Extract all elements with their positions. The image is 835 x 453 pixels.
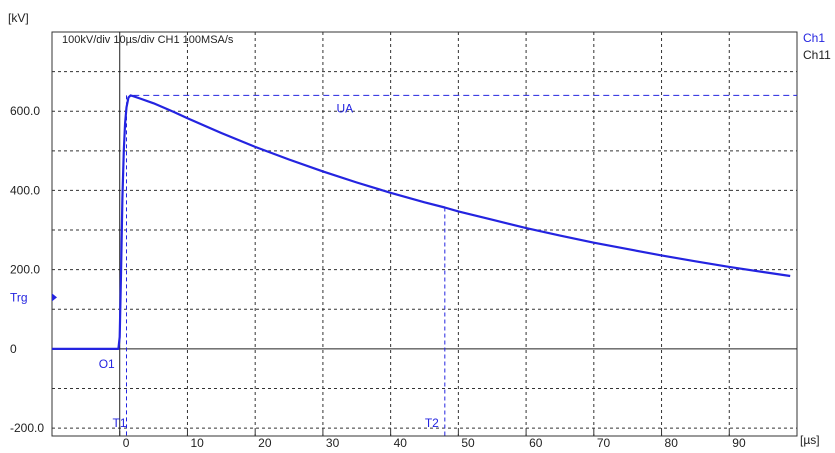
x-tick-label: 90 <box>732 436 746 450</box>
x-tick-label: 50 <box>461 436 475 450</box>
trigger-label: Trg <box>10 290 28 304</box>
y-tick-label: 600.0 <box>10 104 40 118</box>
y-tick-label: -200.0 <box>10 421 44 435</box>
legend-item-ch1[interactable]: Ch1 <box>803 31 825 45</box>
t2-label: T2 <box>425 416 439 430</box>
x-tick-label: 10 <box>190 436 204 450</box>
y-tick-label: 200.0 <box>10 263 40 277</box>
x-tick-label: 40 <box>394 436 408 450</box>
x-tick-label: 80 <box>665 436 679 450</box>
x-tick-label: 60 <box>529 436 543 450</box>
text-layer: [kV] [µs] 100kV/div 10µs/div CH1 100MSA/… <box>8 11 831 450</box>
origin-label: O1 <box>99 357 115 371</box>
legend-item-ch11[interactable]: Ch11 <box>803 48 831 62</box>
series-line-ch1 <box>52 94 791 350</box>
x-unit-label: [µs] <box>800 433 820 447</box>
y-unit-label: [kV] <box>8 11 29 25</box>
trigger-marker <box>52 293 57 302</box>
x-tick-label: 0 <box>123 436 130 450</box>
x-tick-label: 70 <box>597 436 611 450</box>
axis-layer <box>51 31 798 437</box>
y-tick-label: 0 <box>10 342 17 356</box>
series-layer <box>52 94 791 350</box>
x-tick-label: 30 <box>326 436 340 450</box>
grid-layer <box>52 32 798 436</box>
plot-frame <box>51 31 798 437</box>
y-tick-label: 400.0 <box>10 183 40 197</box>
x-tick-label: 20 <box>258 436 272 450</box>
peak-label: UA <box>336 101 353 115</box>
marker-layer <box>52 94 797 436</box>
scope-header: 100kV/div 10µs/div CH1 100MSA/s <box>62 34 234 46</box>
t1-label: T1 <box>113 416 127 430</box>
